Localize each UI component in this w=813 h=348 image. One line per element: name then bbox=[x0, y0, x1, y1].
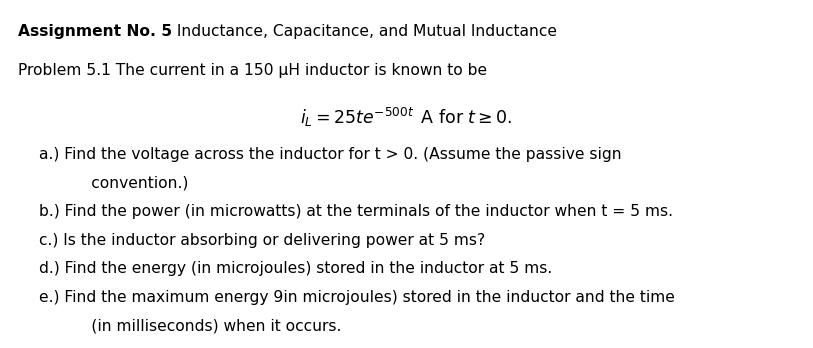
Text: (in milliseconds) when it occurs.: (in milliseconds) when it occurs. bbox=[62, 318, 341, 333]
Text: Inductance, Capacitance, and Mutual Inductance: Inductance, Capacitance, and Mutual Indu… bbox=[172, 24, 557, 39]
Text: convention.): convention.) bbox=[62, 176, 188, 191]
Text: d.) Find the energy (in microjoules) stored in the inductor at 5 ms.: d.) Find the energy (in microjoules) sto… bbox=[39, 261, 552, 276]
Text: b.) Find the power (in microwatts) at the terminals of the inductor when t = 5 m: b.) Find the power (in microwatts) at th… bbox=[39, 204, 673, 219]
Text: a.) Find the voltage across the inductor for t > 0. (Assume the passive sign: a.) Find the voltage across the inductor… bbox=[39, 147, 622, 162]
Text: e.) Find the maximum energy 9in microjoules) stored in the inductor and the time: e.) Find the maximum energy 9in microjou… bbox=[39, 290, 675, 305]
Text: Problem 5.1 The current in a 150 µH inductor is known to be: Problem 5.1 The current in a 150 µH indu… bbox=[18, 63, 487, 78]
Text: $i_L = 25te^{-500t}\,$ A for $t \geq 0$.: $i_L = 25te^{-500t}\,$ A for $t \geq 0$. bbox=[300, 106, 513, 129]
Text: c.) Is the inductor absorbing or delivering power at 5 ms?: c.) Is the inductor absorbing or deliver… bbox=[39, 233, 485, 248]
Text: Assignment No. 5: Assignment No. 5 bbox=[18, 24, 172, 39]
